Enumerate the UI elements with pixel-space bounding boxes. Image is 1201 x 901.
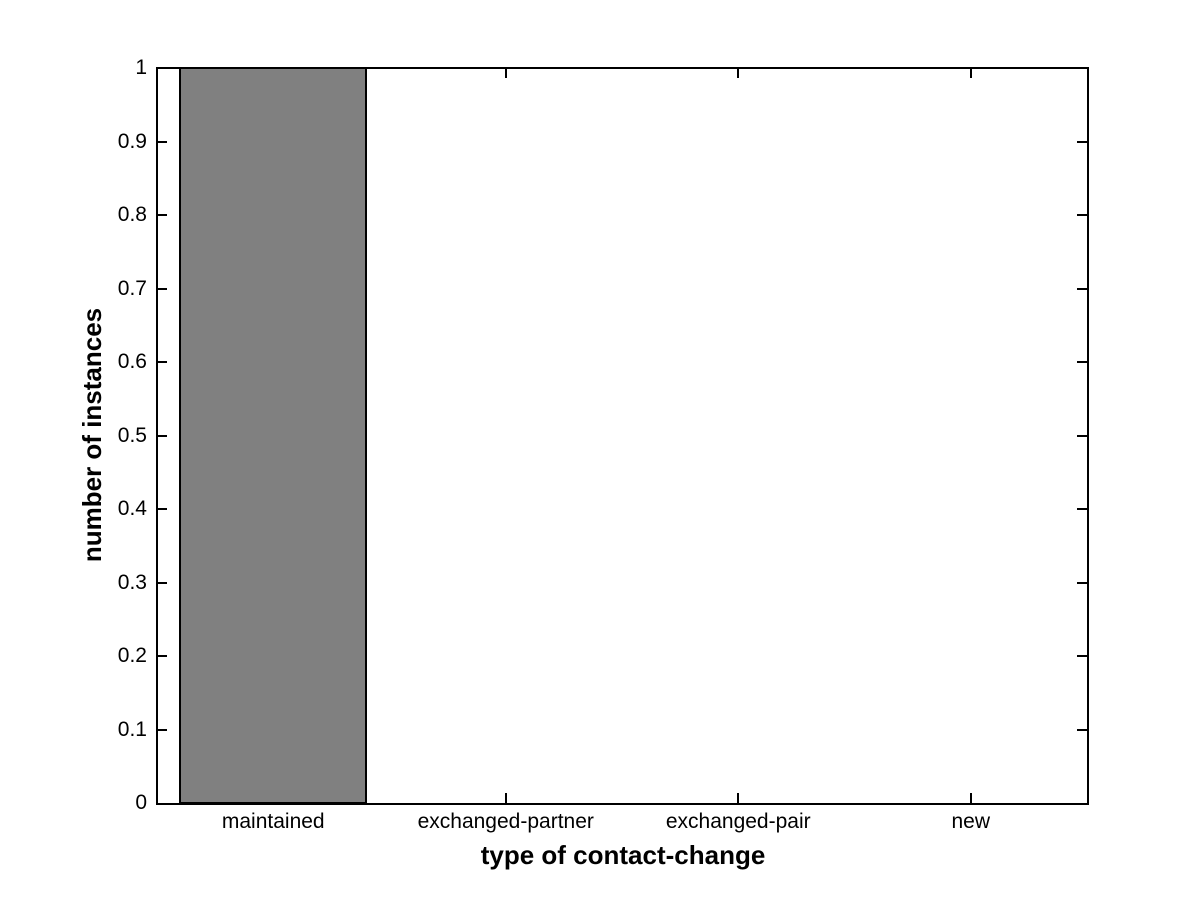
y-tick-label: 0 xyxy=(135,791,147,814)
x-tick-label-exchanged-pair: exchanged-pair xyxy=(665,810,811,833)
y-tick-label: 0.1 xyxy=(117,717,147,741)
y-tick-right xyxy=(1077,581,1087,584)
y-tick-right xyxy=(1077,434,1087,437)
y-tick-right xyxy=(1077,361,1087,363)
bar-maintained xyxy=(179,67,368,804)
y-tick-left xyxy=(157,581,167,584)
y-tick-left xyxy=(157,140,167,143)
y-tick-left xyxy=(157,655,167,657)
y-tick-right xyxy=(1077,140,1087,143)
y-tick-label: 0.3 xyxy=(117,570,147,594)
y-tick-right xyxy=(1077,287,1087,290)
y-tick-label: 1 xyxy=(135,56,147,79)
y-tick-left xyxy=(157,728,167,731)
y-tick-right xyxy=(1077,214,1087,216)
y-tick-right xyxy=(1077,655,1087,657)
y-tick-left xyxy=(157,214,167,216)
y-tick-label: 0.6 xyxy=(117,350,147,373)
x-tick-top xyxy=(504,68,507,78)
y-tick-label: 0.4 xyxy=(117,497,147,520)
y-tick-right xyxy=(1077,508,1087,510)
x-tick-label-exchanged-partner: exchanged-partner xyxy=(417,810,594,833)
y-tick-label: 0.5 xyxy=(117,423,147,447)
y-tick-left xyxy=(157,508,167,510)
x-tick-top xyxy=(737,68,740,78)
y-tick-label: 0.2 xyxy=(117,644,147,667)
x-tick-bottom xyxy=(504,793,507,803)
y-tick-label: 0.7 xyxy=(117,276,147,300)
x-tick-bottom xyxy=(737,793,740,803)
y-tick-left xyxy=(157,361,167,363)
x-tick-bottom xyxy=(969,793,972,803)
y-tick-left xyxy=(157,434,167,437)
x-axis-label: type of contact-change xyxy=(480,840,766,870)
y-tick-label: 0.8 xyxy=(117,203,147,226)
x-tick-label-maintained: maintained xyxy=(221,810,325,833)
y-tick-right xyxy=(1077,728,1087,731)
y-tick-left xyxy=(157,287,167,290)
x-tick-top xyxy=(969,68,972,78)
x-tick-label-new: new xyxy=(951,810,991,833)
y-tick-label: 0.9 xyxy=(117,129,147,153)
